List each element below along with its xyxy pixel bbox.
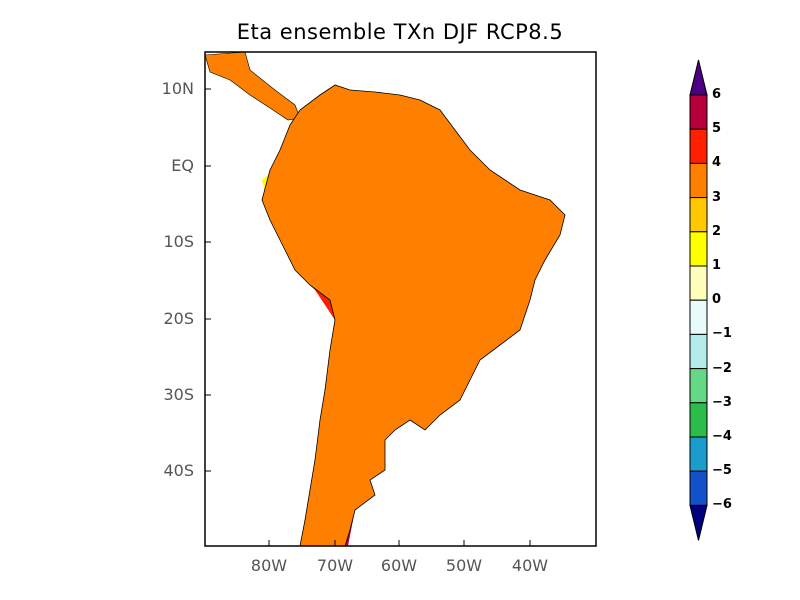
colorbar-label: 1 [712,258,722,273]
map-title: Eta ensemble TXn DJF RCP8.5 [236,20,564,44]
colorbar-over-triangle [689,59,708,96]
lat-label: EQ [171,156,194,175]
lon-label: 40W [511,556,549,575]
colorbar-label: 5 [712,121,722,137]
colorbar-segment [689,368,708,404]
colorbar-label: 6 [712,87,722,102]
colorbar-label: 3 [712,189,722,205]
map-frame [204,51,597,547]
lon-label: 50W [445,556,483,575]
lat-label: 10S [163,232,194,251]
lat-label: 10N [161,79,194,98]
colorbar-segment [689,128,708,164]
colorbar-label: −3 [712,394,732,410]
colorbar-label: −2 [712,360,732,376]
colorbar-segment [689,94,708,130]
colorbar-label: −1 [712,326,732,342]
lat-label: 40S [163,461,194,480]
colorbar-label: −6 [712,497,732,513]
axis-ticks [205,88,531,546]
colorbar-segment [689,162,708,199]
lon-label: 80W [250,556,288,575]
colorbar-segment [689,333,708,370]
colorbar-segment [689,265,708,301]
lat-label: 20S [163,309,194,328]
colorbar-segment [689,197,708,233]
colorbar [689,59,708,541]
colorbar-segment [689,299,708,335]
colorbar-label: 2 [712,223,722,239]
lon-label: 60W [380,556,418,575]
colorbar-label: −4 [712,429,732,444]
colorbar-segment [689,402,708,438]
lon-label: 70W [316,556,354,575]
colorbar-segment [689,436,708,472]
map-field [205,52,596,546]
colorbar-segment [689,231,708,267]
colorbar-label: −5 [712,463,732,479]
colorbar-under-triangle [689,504,708,541]
colorbar-label: 0 [712,292,722,308]
colorbar-label: 4 [712,155,722,171]
lat-label: 30S [163,385,194,404]
colorbar-segment [689,470,708,506]
